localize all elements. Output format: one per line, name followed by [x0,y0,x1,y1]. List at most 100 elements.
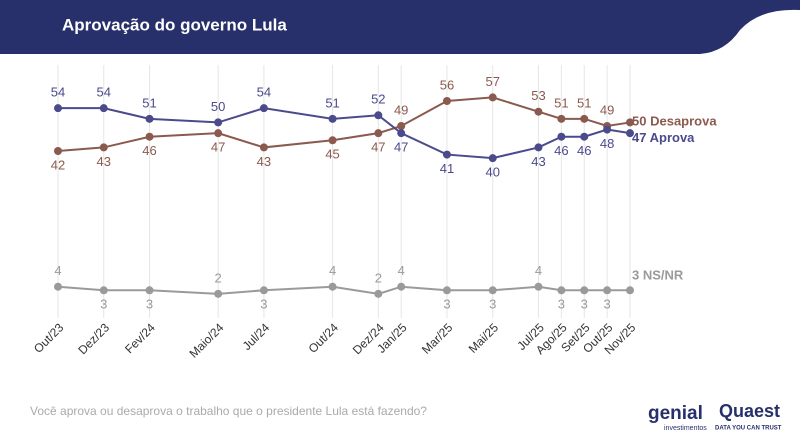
point [488,286,497,295]
point [397,282,406,291]
legend-entry: Aprova [650,131,696,146]
data-label: 47 [394,140,408,155]
data-label: 46 [577,143,591,158]
point [374,129,383,138]
data-label: 51 [142,95,156,110]
point [99,104,108,113]
data-label: 4 [535,263,542,278]
data-label: 48 [600,136,614,151]
point [328,282,337,291]
end-label-value: 47 [632,131,646,146]
note: Você aprova ou desaprova o trabalho que … [30,404,427,418]
data-label: 2 [215,270,222,285]
point [557,132,566,141]
x-tick-label: Dez/23 [75,320,112,357]
point [328,114,337,123]
point [259,286,268,295]
data-label: 54 [97,85,111,100]
data-label: 3 [489,297,496,312]
point [626,129,634,138]
point [145,286,154,295]
point [626,286,634,295]
x-tick-label: Out/23 [31,320,67,356]
data-label: 2 [375,270,382,285]
point [557,114,566,123]
point [580,114,589,123]
legend-entry: NS/NR [643,268,684,283]
point [214,289,223,298]
point [557,286,566,295]
point [259,104,268,113]
end-label: 47 Aprova [632,131,695,146]
data-label: 47 [211,140,225,155]
x-tick-label: Mar/25 [419,320,456,357]
logo-quaest: Quaest [719,401,780,421]
data-label: 45 [325,147,339,162]
logo-quaest-sub: DATA YOU CAN TRUST [715,426,782,432]
point [54,147,62,155]
point [580,286,589,295]
header-band [0,0,800,54]
logo-genial-sub: investimentos [664,425,707,432]
end-label-value: 50 [632,114,646,129]
point [54,282,62,291]
data-label: 3 [260,297,267,312]
data-label: 3 [146,297,153,312]
logo-genial: genial [648,403,703,424]
data-label: 3 [581,297,588,312]
legend-entry: Desaprova [650,114,717,129]
point [397,122,406,130]
x-tick-label: Jul/24 [240,320,273,353]
data-label: 52 [371,92,385,107]
data-label: 40 [485,165,499,180]
point [442,150,451,159]
data-label: 41 [440,161,454,176]
point [626,118,634,127]
x-tick-label: Out/24 [306,320,342,356]
x-tick-label: Fev/24 [122,320,158,356]
point [214,129,223,138]
point [442,286,451,295]
data-label: 51 [554,95,568,110]
point [374,111,383,120]
data-label: 51 [577,95,591,110]
point [488,93,497,102]
point [259,143,268,152]
point [145,132,154,141]
x-tick-label: Mai/25 [466,320,502,356]
point [580,132,589,141]
data-label: 43 [257,154,271,169]
point [374,289,383,298]
data-label: 56 [440,77,454,92]
data-label: 50 [211,99,225,114]
point [99,286,108,295]
point [99,143,108,152]
data-label: 4 [54,263,61,278]
point [534,282,543,291]
point [488,154,497,163]
data-label: 43 [97,154,111,169]
data-label: 46 [142,143,156,158]
end-label: 3 NS/NR [632,268,684,283]
data-label: 49 [600,102,614,117]
data-label: 57 [485,74,499,89]
data-label: 3 [443,297,450,312]
point [328,136,337,145]
end-label-value: 3 [632,268,639,283]
point [442,97,451,105]
data-label: 51 [325,95,339,110]
data-label: 46 [554,143,568,158]
data-label: 54 [51,85,65,100]
series-line [57,285,630,295]
x-tick-label: Maio/24 [186,320,226,360]
data-label: 54 [257,85,271,100]
end-label: 50 Desaprova [632,114,717,129]
data-label: 47 [371,140,385,155]
chart-title: Aprovação do governo Lula [62,15,287,34]
point [54,104,62,113]
point [214,118,223,127]
point [534,143,543,152]
data-label: 49 [394,102,408,117]
data-label: 3 [100,297,107,312]
